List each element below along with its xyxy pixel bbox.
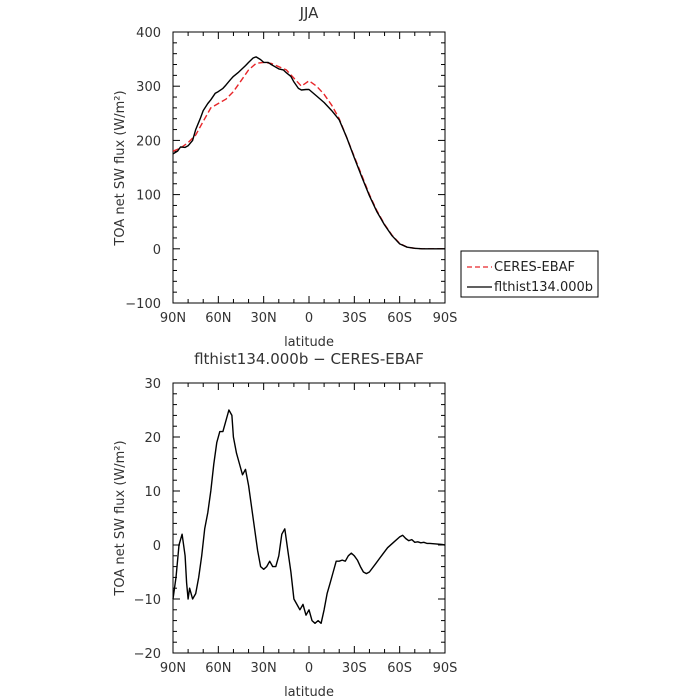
bottom-x-axis-title: latitude <box>284 685 334 700</box>
legend-label-model: flthist134.000b <box>494 280 593 295</box>
y-tick-label: −20 <box>134 647 161 662</box>
top-series <box>172 56 445 250</box>
y-tick-label: 100 <box>136 189 161 204</box>
y-tick-label: −100 <box>125 297 161 312</box>
legend: CERES-EBAF flthist134.000b <box>460 250 599 298</box>
bottom-chart-title: flthist134.000b − CERES-EBAF <box>194 350 424 368</box>
bottom-plot-frame <box>172 382 446 654</box>
x-tick-label: 60S <box>387 661 412 676</box>
bottom-ticks: 90N 60N 30N 0 30S 60S 90S −20 −10 0 10 20 30 <box>134 377 458 676</box>
bottom-panel: flthist134.000b − CERES-EBAF 90N 60N 30N 0 3… <box>113 350 457 700</box>
x-tick-label: 30S <box>342 311 367 326</box>
y-tick-label: 400 <box>136 26 161 41</box>
x-tick-label: 30N <box>251 311 277 326</box>
x-tick-label: 60N <box>205 311 231 326</box>
legend-box <box>460 250 599 298</box>
top-panel: JJA 90N 60N 30N 0 30S 60S 90S −100 0 100 200 300 400… <box>113 4 457 350</box>
x-tick-label: 0 <box>305 661 313 676</box>
x-tick-label: 90S <box>433 311 458 326</box>
y-tick-label: 200 <box>136 134 161 149</box>
x-tick-label: 60N <box>205 661 231 676</box>
bottom-series <box>172 409 446 624</box>
top-plot-frame <box>172 31 446 304</box>
y-tick-label: −10 <box>134 593 161 608</box>
top-ticks: 90N 60N 30N 0 30S 60S 90S −100 0 100 200 300 400 <box>125 26 457 326</box>
series-line-difference-0 <box>172 409 446 624</box>
y-tick-label: 0 <box>153 243 161 258</box>
top-y-axis-title: TOA net SW flux (W/m²) <box>113 90 128 246</box>
bottom-y-axis-title: TOA net SW flux (W/m²) <box>113 440 128 596</box>
x-tick-label: 90N <box>160 661 186 676</box>
y-tick-label: 10 <box>144 485 161 500</box>
x-tick-label: 90N <box>160 311 186 326</box>
y-tick-label: 300 <box>136 80 161 95</box>
x-tick-label: 30N <box>251 661 277 676</box>
y-tick-label: 0 <box>153 539 161 554</box>
y-tick-label: 20 <box>144 431 161 446</box>
series-line-flthist134-000b <box>172 56 445 250</box>
y-tick-label: 30 <box>144 377 161 392</box>
legend-label-ceres: CERES-EBAF <box>494 260 575 275</box>
top-x-axis-title: latitude <box>284 335 334 350</box>
x-tick-label: 60S <box>387 311 412 326</box>
top-chart-title: JJA <box>299 4 320 22</box>
x-tick-label: 0 <box>305 311 313 326</box>
x-tick-label: 90S <box>433 661 458 676</box>
x-tick-label: 30S <box>342 661 367 676</box>
